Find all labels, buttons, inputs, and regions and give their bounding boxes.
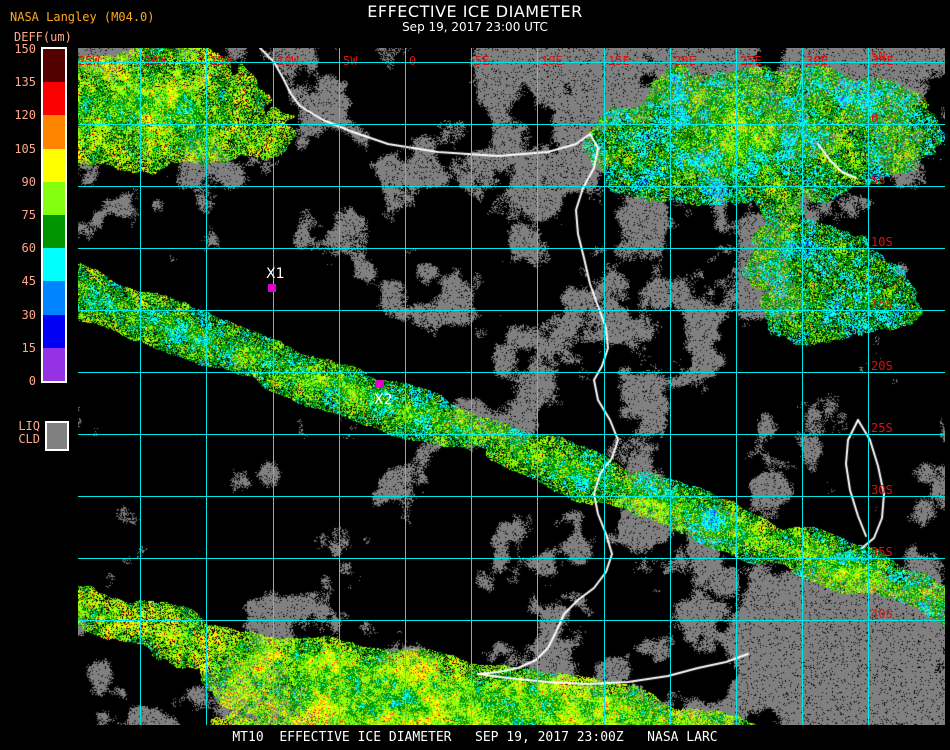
satellite-map[interactable]: 25W 20W 15W 10W 5W 0 5E 10E 15E 20E 25E 30E 35E 5N 0 5S… [78, 48, 945, 725]
lon-label-10W: 10W [277, 54, 299, 68]
grid-line-horizontal [78, 558, 945, 559]
colorbar-tick-30: 30 [21, 307, 36, 322]
marker-point-X2[interactable] [376, 380, 384, 388]
lon-label-10E: 10E [541, 54, 563, 68]
lon-label-20E: 20E [674, 54, 696, 68]
colorbar-band-1 [43, 82, 65, 116]
grid-line-horizontal [78, 372, 945, 373]
lon-label-15W: 15W [210, 54, 232, 68]
colorbar-tick-60: 60 [21, 241, 36, 256]
grid-line-horizontal [78, 496, 945, 497]
lat-label-5S: 5S [871, 173, 886, 187]
lat-label-25S: 25S [871, 421, 893, 435]
colorbar-band-3 [43, 148, 65, 182]
lon-label-20W: 20W [144, 54, 166, 68]
status-bar: MT10 EFFECTIVE ICE DIAMETER SEP 19, 2017… [232, 730, 718, 745]
lat-label-35S: 35S [871, 545, 893, 559]
variable-label: DEFF(um) [14, 30, 72, 44]
grid-line-vertical [802, 48, 803, 725]
lat-label-20S: 20S [871, 359, 893, 373]
colorbar-band-8 [43, 314, 65, 348]
grid-line-horizontal [78, 310, 945, 311]
marker-point-X1[interactable] [268, 284, 276, 292]
page-title: EFFECTIVE ICE DIAMETER [367, 2, 583, 21]
grid-line-vertical [604, 48, 605, 725]
grid-line-horizontal [78, 248, 945, 249]
lon-label-25E: 25E [740, 54, 762, 68]
grid-line-horizontal [78, 434, 945, 435]
grid-line-horizontal [78, 124, 945, 125]
colorbar-band-6 [43, 248, 65, 282]
grid-line-vertical [206, 48, 207, 725]
colorbar-band-0 [43, 49, 65, 83]
grid-line-vertical [140, 48, 141, 725]
liquid-cloud-label-line: LIQ [18, 419, 40, 433]
grid-line-vertical [339, 48, 340, 725]
colorbar-band-2 [43, 115, 65, 149]
grid-line-vertical [736, 48, 737, 725]
grid-line-vertical [471, 48, 472, 725]
lat-label-30S: 30S [871, 483, 893, 497]
lon-label-0: 0 [409, 54, 417, 68]
grid-line-horizontal [78, 620, 945, 621]
grid-line-vertical [537, 48, 538, 725]
satellite-image [78, 48, 945, 725]
colorbar-band-5 [43, 215, 65, 249]
lat-label-5N: 5N [871, 49, 886, 63]
colorbar-band-4 [43, 181, 65, 216]
lat-label-0: 0 [871, 111, 879, 125]
page-subtitle: Sep 19, 2017 23:00 UTC [402, 20, 548, 34]
colorbar [41, 47, 67, 383]
colorbar-tick-45: 45 [21, 274, 36, 289]
lat-label-10S: 10S [871, 235, 893, 249]
liquid-cloud-label-line: CLD [18, 432, 40, 446]
colorbar-tick-150: 150 [14, 42, 36, 56]
lon-label-30E: 30E [806, 54, 828, 68]
grid-line-horizontal [78, 186, 945, 187]
lat-label-15S: 15S [871, 297, 893, 311]
lon-label-25W: 25W [78, 54, 100, 68]
marker-label-X2: X2 [374, 392, 393, 408]
grid-line-vertical [868, 48, 869, 725]
colorbar-tick-75: 75 [21, 208, 36, 222]
agency-label: NASA Langley (M04.0) [10, 10, 155, 24]
colorbar-tick-135: 135 [14, 75, 36, 90]
lon-label-5E: 5E [475, 54, 490, 68]
grid-line-vertical [670, 48, 671, 725]
liquid-cloud-label: LIQ CLD [6, 420, 40, 446]
colorbar-tick-15: 15 [21, 340, 36, 355]
grid-line-horizontal [78, 62, 945, 63]
marker-label-X1: X1 [266, 266, 285, 282]
grid-line-vertical [273, 48, 274, 725]
liquid-cloud-swatch [45, 421, 69, 451]
colorbar-band-9 [43, 347, 65, 382]
grid-line-vertical [405, 48, 406, 725]
colorbar-tick-90: 90 [21, 174, 36, 189]
colorbar-tick-120: 120 [14, 108, 36, 123]
lon-label-35E: 35E [872, 54, 894, 68]
colorbar-tick-0: 0 [28, 374, 36, 388]
lat-label-40S: 40S [871, 607, 893, 621]
colorbar-band-7 [43, 281, 65, 315]
colorbar-gradient [43, 49, 65, 382]
lon-label-5W: 5W [343, 54, 358, 68]
lon-label-15E: 15E [608, 54, 630, 68]
colorbar-tick-105: 105 [14, 141, 36, 156]
